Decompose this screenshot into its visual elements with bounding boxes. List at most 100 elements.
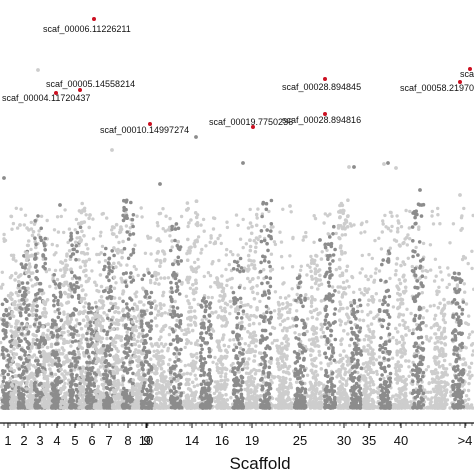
data-point	[421, 241, 426, 246]
data-point	[29, 227, 34, 231]
data-point	[41, 253, 45, 257]
data-point	[95, 309, 100, 313]
data-point	[62, 266, 66, 271]
data-point	[142, 341, 146, 346]
data-point	[73, 365, 78, 369]
data-point	[87, 257, 92, 262]
data-point	[162, 324, 166, 329]
data-point	[134, 328, 139, 333]
data-point	[3, 384, 8, 389]
data-point	[26, 239, 31, 243]
data-point	[252, 239, 256, 243]
data-point	[229, 396, 233, 400]
data-point	[262, 224, 267, 229]
data-point	[35, 368, 39, 373]
data-point	[386, 226, 390, 230]
data-point	[108, 268, 112, 273]
data-point	[9, 324, 13, 329]
data-point	[120, 344, 125, 348]
data-point	[262, 312, 266, 316]
data-point	[131, 333, 136, 338]
data-point	[84, 398, 89, 403]
data-point	[256, 207, 260, 211]
data-point	[15, 226, 20, 230]
data-point	[62, 312, 66, 316]
data-point	[259, 351, 263, 355]
data-point	[175, 352, 179, 356]
data-point	[389, 210, 393, 215]
data-point	[12, 302, 17, 307]
data-point	[99, 361, 104, 365]
data-point	[46, 322, 50, 327]
data-point	[289, 210, 293, 214]
data-point	[397, 340, 402, 344]
data-point	[37, 321, 42, 326]
data-point	[71, 378, 75, 383]
data-point	[271, 225, 275, 229]
data-point	[147, 271, 151, 275]
data-point	[26, 377, 31, 381]
data-point	[34, 398, 38, 402]
data-point	[95, 252, 99, 257]
data-point	[75, 236, 79, 240]
data-point	[154, 392, 159, 396]
data-point	[176, 255, 181, 260]
data-point	[128, 379, 132, 383]
data-point	[193, 309, 197, 313]
data-point	[257, 322, 262, 326]
data-point	[408, 209, 412, 214]
data-point	[107, 265, 111, 270]
data-point	[229, 305, 233, 309]
data-point	[44, 311, 48, 315]
data-point	[437, 285, 441, 289]
data-point	[210, 295, 214, 300]
data-point	[78, 345, 83, 349]
data-point	[406, 233, 410, 237]
data-point	[447, 300, 451, 305]
data-point	[25, 323, 29, 327]
data-point	[87, 391, 92, 395]
data-point	[34, 242, 38, 247]
data-point	[338, 380, 342, 384]
data-point	[132, 302, 137, 307]
data-point	[175, 288, 180, 292]
data-point	[5, 299, 9, 304]
data-point	[71, 335, 75, 339]
data-point	[439, 270, 443, 274]
data-point	[97, 260, 101, 264]
data-point	[23, 286, 28, 291]
data-point	[37, 345, 41, 350]
data-point	[116, 251, 120, 255]
data-point	[148, 375, 153, 380]
data-point	[463, 290, 467, 294]
data-point	[272, 338, 277, 343]
data-point	[122, 208, 126, 213]
data-point	[74, 244, 79, 248]
data-point	[54, 391, 58, 395]
data-point	[114, 322, 118, 326]
data-point	[17, 355, 22, 360]
data-point	[225, 220, 229, 224]
data-point	[175, 347, 179, 352]
data-point	[164, 214, 168, 218]
data-point	[51, 276, 55, 280]
data-point	[124, 200, 128, 204]
data-point	[375, 369, 379, 374]
data-point	[109, 301, 113, 305]
data-point	[57, 311, 62, 316]
data-point	[34, 393, 39, 398]
data-point	[23, 353, 27, 357]
data-point	[420, 269, 425, 273]
data-point	[379, 247, 384, 251]
data-point	[146, 371, 151, 375]
data-point	[234, 307, 238, 311]
data-point	[405, 243, 409, 247]
data-point	[80, 201, 84, 206]
data-point	[228, 299, 232, 304]
data-point	[101, 318, 105, 323]
data-point	[27, 313, 32, 317]
data-point	[41, 325, 45, 329]
data-point	[81, 259, 85, 264]
data-point	[175, 318, 179, 323]
data-point	[156, 309, 161, 314]
